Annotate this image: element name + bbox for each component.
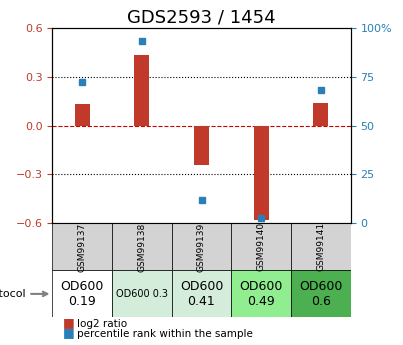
Title: GDS2593 / 1454: GDS2593 / 1454 — [127, 8, 276, 26]
Text: OD600
0.41: OD600 0.41 — [180, 280, 223, 308]
Text: percentile rank within the sample: percentile rank within the sample — [77, 329, 252, 339]
Text: OD600 0.3: OD600 0.3 — [116, 289, 168, 299]
Text: OD600
0.6: OD600 0.6 — [299, 280, 343, 308]
FancyBboxPatch shape — [291, 270, 351, 317]
FancyBboxPatch shape — [231, 270, 291, 317]
FancyBboxPatch shape — [112, 224, 172, 270]
Text: growth protocol: growth protocol — [0, 289, 47, 299]
FancyBboxPatch shape — [52, 270, 112, 317]
Text: OD600
0.49: OD600 0.49 — [239, 280, 283, 308]
Text: GSM99139: GSM99139 — [197, 222, 206, 272]
FancyBboxPatch shape — [231, 224, 291, 270]
FancyBboxPatch shape — [112, 270, 172, 317]
FancyBboxPatch shape — [291, 224, 351, 270]
Bar — [75, 104, 89, 126]
Text: ■: ■ — [62, 316, 74, 329]
FancyBboxPatch shape — [172, 270, 231, 317]
FancyBboxPatch shape — [172, 224, 231, 270]
Text: ■: ■ — [62, 326, 74, 339]
Text: OD600
0.19: OD600 0.19 — [60, 280, 104, 308]
FancyBboxPatch shape — [52, 224, 112, 270]
Text: GSM99140: GSM99140 — [257, 222, 266, 272]
Bar — [135, 55, 150, 126]
Bar — [194, 126, 209, 165]
Text: log2 ratio: log2 ratio — [77, 319, 127, 329]
Bar — [254, 126, 269, 220]
Text: GSM99138: GSM99138 — [137, 222, 146, 272]
Text: GSM99141: GSM99141 — [316, 222, 325, 272]
Text: GSM99137: GSM99137 — [78, 222, 87, 272]
Bar — [314, 103, 328, 126]
